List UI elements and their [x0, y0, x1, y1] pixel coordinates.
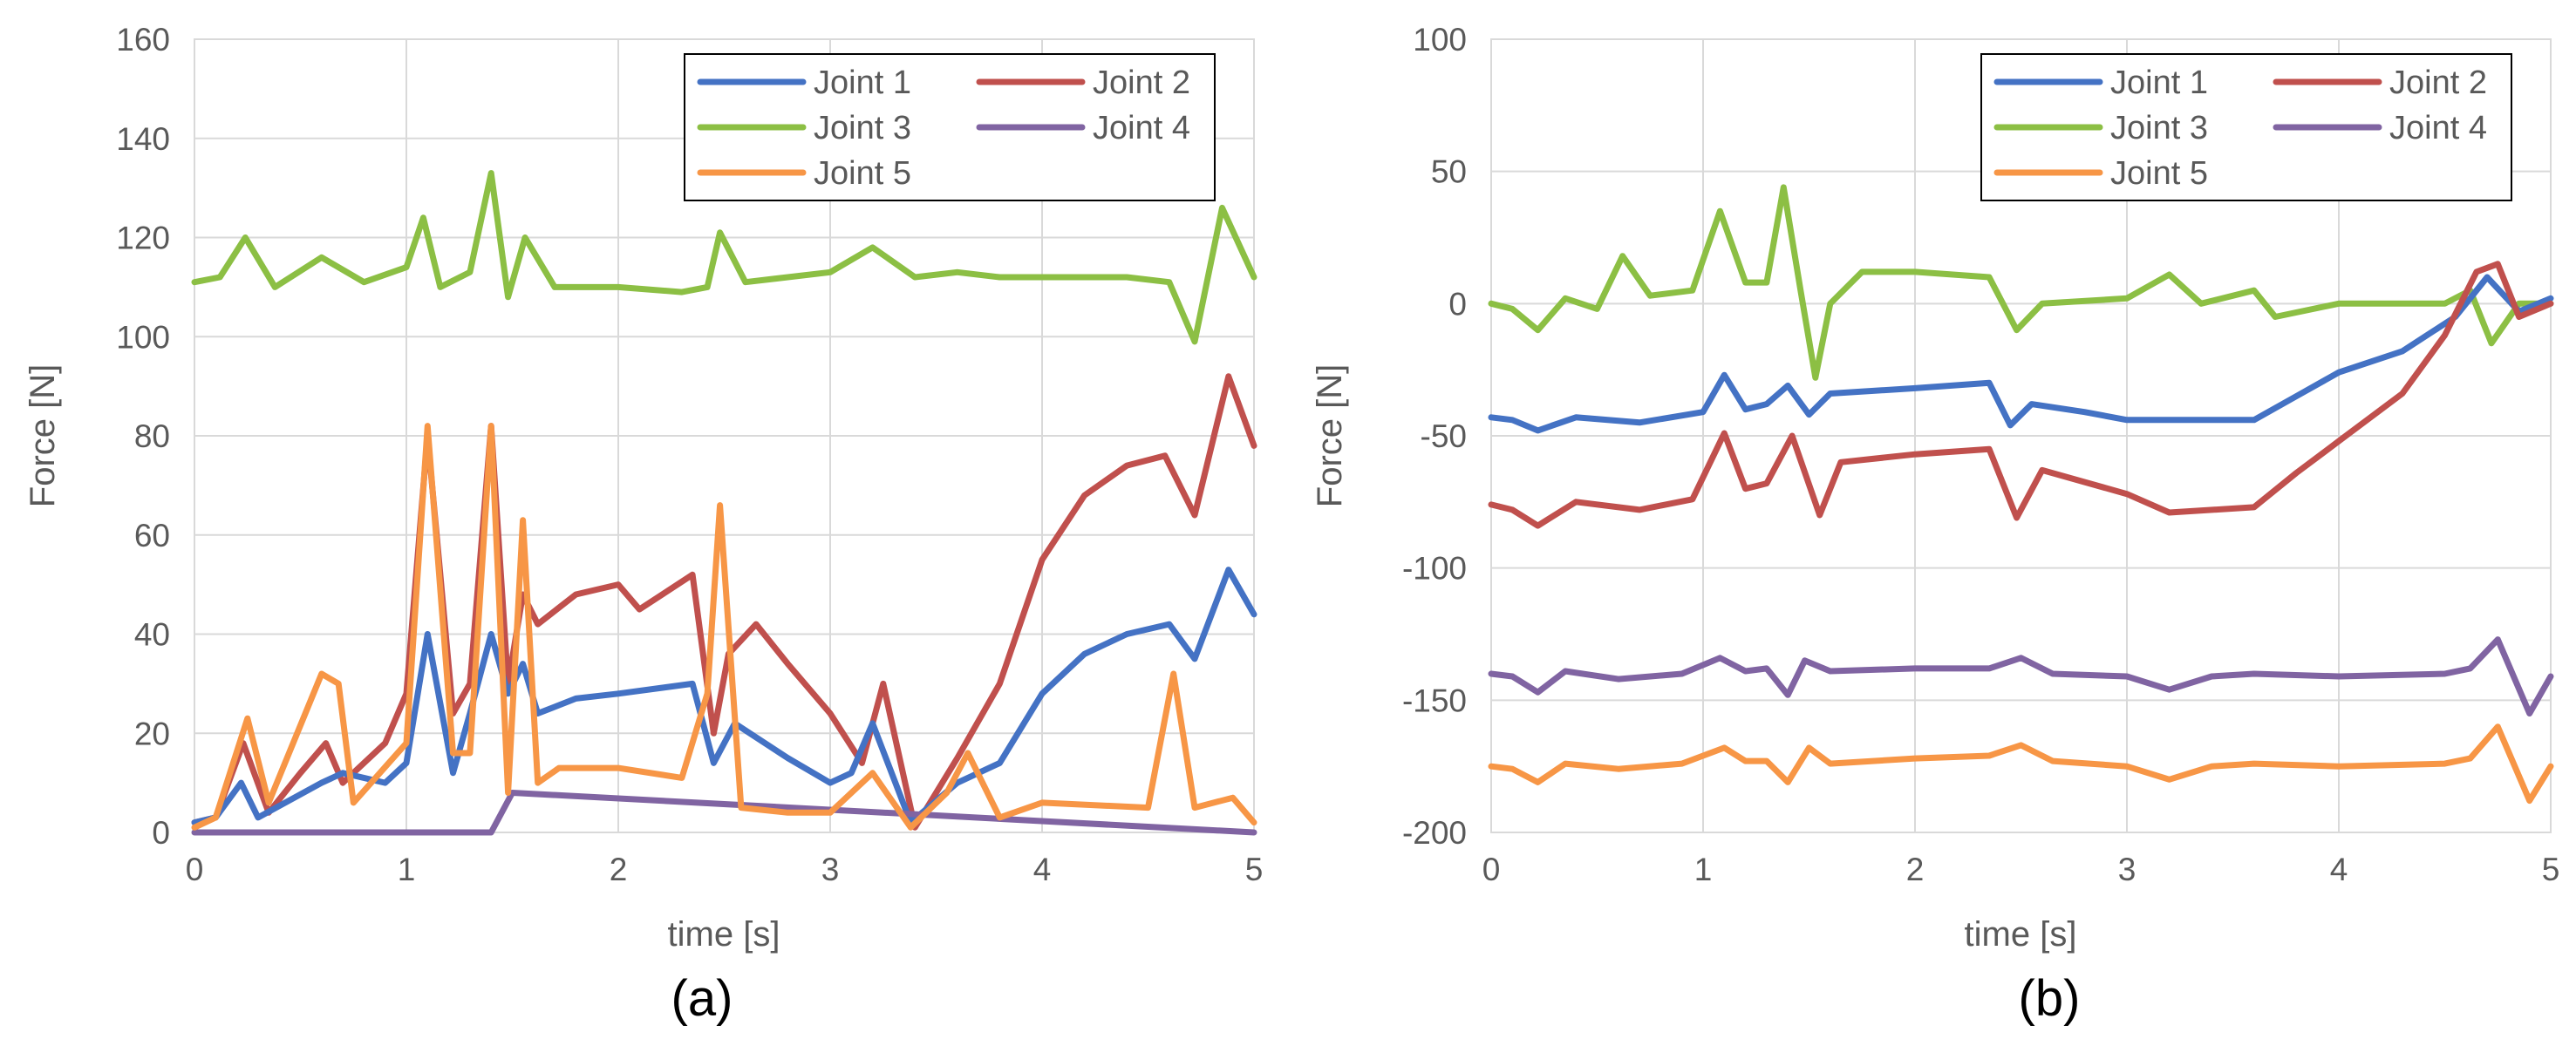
- series-line-joint-3: [191, 170, 1257, 345]
- grid: [1490, 38, 2552, 833]
- series-line-joint-2: [191, 373, 1257, 831]
- y-tick-label: 0: [152, 815, 170, 851]
- x-axis-title: time [s]: [1965, 915, 2077, 954]
- y-tick-labels: -200 -150 -100 -50 0 50 100: [1402, 22, 1467, 851]
- x-tick-label: 1: [1694, 852, 1713, 887]
- x-tick-label: 3: [2118, 852, 2136, 887]
- legend-label: Joint 4: [1093, 110, 1190, 146]
- x-tick-label: 5: [2542, 852, 2560, 887]
- chart-panel-b: -200 -150 -100 -50 0 50 100 0 1 2 3 4 5 time [s] Fo…: [1311, 22, 2559, 1027]
- x-tick-label: 5: [1245, 852, 1264, 887]
- series-line-joint-3: [1488, 184, 2554, 381]
- series-line-joint-4: [191, 790, 1257, 836]
- y-tick-labels: 0 20 40 60 80 100 120 140 160: [116, 22, 170, 851]
- legend-label: Joint 3: [814, 110, 911, 146]
- y-tick-label: 100: [1413, 22, 1467, 58]
- panel-label-b: (b): [2019, 970, 2081, 1027]
- y-tick-label: 50: [1431, 154, 1467, 190]
- x-tick-label: 4: [1033, 852, 1052, 887]
- x-tick-label: 1: [398, 852, 416, 887]
- y-tick-label: 120: [116, 221, 170, 256]
- x-tick-labels: 0 1 2 3 4 5: [1482, 852, 2560, 887]
- series-line-joint-2: [1488, 261, 2554, 529]
- legend-label: Joint 2: [2389, 65, 2487, 101]
- y-tick-label: 140: [116, 121, 170, 157]
- x-tick-label: 4: [2330, 852, 2348, 887]
- y-tick-label: 0: [1448, 286, 1467, 322]
- chart-panel-a: 0 20 40 60 80 100 120 140 160 0 1 2 3 4 5 time [s] Fo…: [24, 22, 1263, 1027]
- y-tick-label: 60: [134, 518, 170, 553]
- y-tick-label: -200: [1402, 815, 1467, 851]
- y-tick-label: -150: [1402, 682, 1467, 718]
- legend-label: Joint 5: [2110, 155, 2208, 192]
- y-tick-label: 160: [116, 22, 170, 58]
- x-axis-title: time [s]: [668, 915, 780, 954]
- series-line-joint-5: [191, 423, 1257, 831]
- series-lines: [191, 170, 1257, 836]
- series-lines: [1488, 184, 2554, 805]
- series-line-joint-1: [1488, 274, 2554, 434]
- legend: Joint 1 Joint 2 Joint 3 Joint 4 Joint 5: [684, 53, 1216, 201]
- y-tick-label: 20: [134, 716, 170, 751]
- x-tick-label: 2: [610, 852, 628, 887]
- legend-label: Joint 1: [814, 65, 911, 101]
- y-axis-title: Force [N]: [24, 364, 62, 507]
- legend-label: Joint 5: [814, 155, 911, 192]
- y-tick-label: -100: [1402, 551, 1467, 587]
- series-line-joint-4: [1488, 636, 2554, 716]
- x-tick-label: 0: [186, 852, 204, 887]
- legend-label: Joint 1: [2110, 65, 2208, 101]
- x-tick-labels: 0 1 2 3 4 5: [186, 852, 1264, 887]
- y-tick-label: 100: [116, 319, 170, 355]
- y-tick-label: 80: [134, 418, 170, 454]
- y-tick-label: 40: [134, 617, 170, 653]
- y-axis-title: Force [N]: [1311, 364, 1349, 507]
- panel-label-a: (a): [671, 970, 733, 1027]
- x-tick-label: 3: [821, 852, 840, 887]
- x-tick-label: 0: [1482, 852, 1501, 887]
- series-line-joint-5: [1488, 723, 2554, 805]
- legend: Joint 1 Joint 2 Joint 3 Joint 4 Joint 5: [1980, 53, 2512, 201]
- y-tick-label: -50: [1421, 418, 1467, 454]
- legend-label: Joint 4: [2389, 110, 2487, 146]
- x-tick-label: 2: [1906, 852, 1925, 887]
- legend-label: Joint 3: [2110, 110, 2208, 146]
- legend-label: Joint 2: [1093, 65, 1190, 101]
- series-line-joint-1: [191, 567, 1257, 826]
